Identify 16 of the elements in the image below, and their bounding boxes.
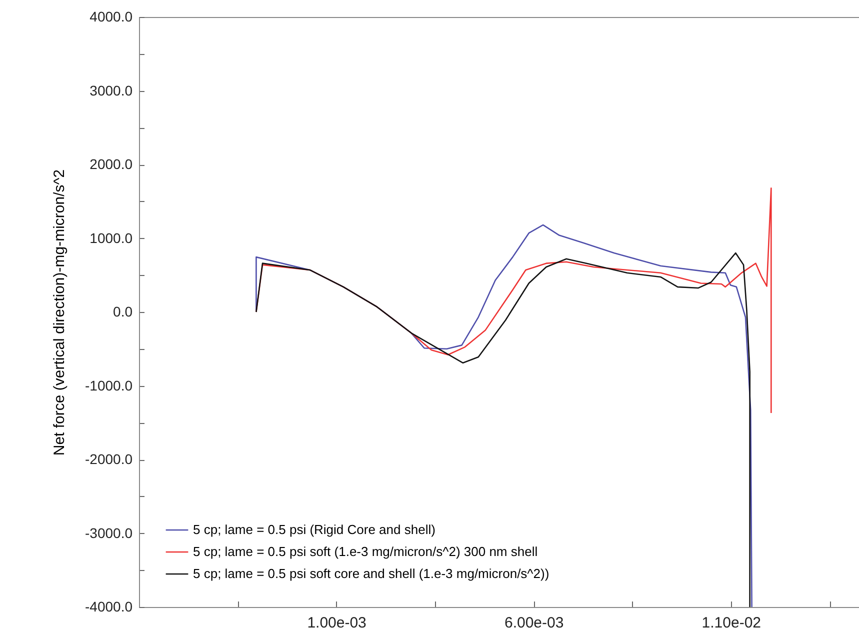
y-tick-label: 2000.0 <box>90 156 133 172</box>
y-tick-label: -1000.0 <box>85 377 133 394</box>
y-tick-label: 4000.0 <box>90 8 133 24</box>
y-tick-label: 3000.0 <box>90 82 133 98</box>
y-tick-label: 0.0 <box>113 304 133 320</box>
legend-label: 5 cp; lame = 0.5 psi soft (1.e-3 mg/micron/s^2) 300 nm shell <box>193 544 538 559</box>
y-tick-label: -4000.0 <box>85 598 133 614</box>
x-tick-label: 1.00e-03 <box>307 614 366 632</box>
y-tick-label: -3000.0 <box>85 524 133 541</box>
y-axis-title: Net force (vertical direction)-mg-micron/s^2 <box>51 169 68 456</box>
x-tick-label: 1.10e-02 <box>702 614 761 632</box>
y-tick-label: -2000.0 <box>85 451 133 467</box>
x-tick-label: 6.00e-03 <box>504 614 564 632</box>
legend-label: 5 cp; lame = 0.5 psi (Rigid Core and shell) <box>193 522 436 537</box>
legend-label: 5 cp; lame = 0.5 psi soft core and shell (1.e-3 mg/micron/s^2)) <box>193 566 550 581</box>
y-tick-label: 1000.0 <box>90 230 133 246</box>
